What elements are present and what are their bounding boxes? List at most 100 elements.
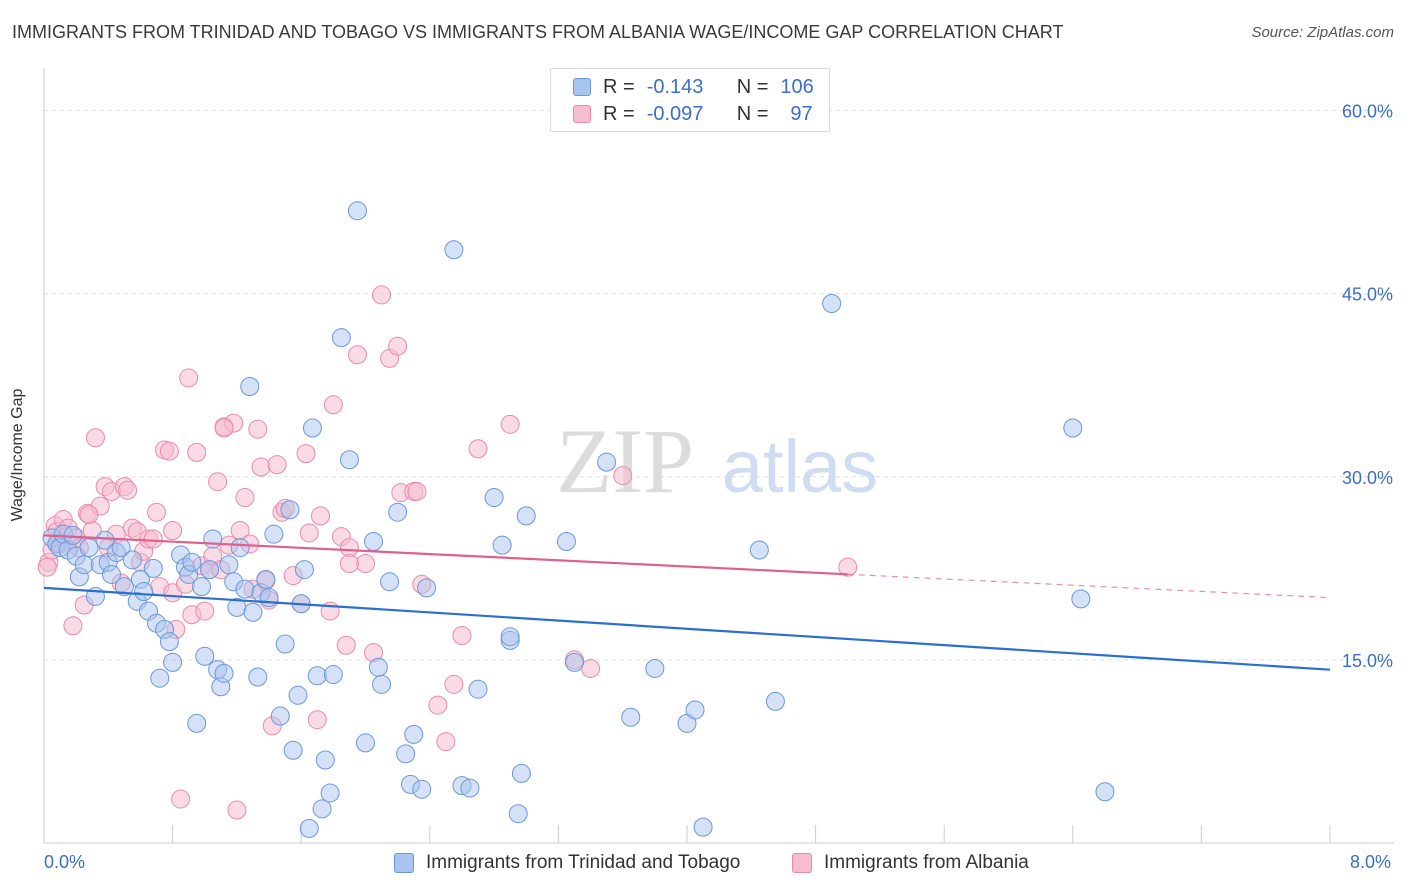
data-point-trinidad: [114, 577, 134, 597]
x-tick-label-max: 8.0%: [1350, 852, 1392, 872]
data-point-trinidad: [765, 691, 785, 711]
data-point-albania: [79, 505, 99, 525]
trend-line-albania-extension: [847, 573, 1331, 599]
data-point-trinidad: [150, 668, 170, 688]
data-point-trinidad: [645, 658, 665, 678]
legend-swatch-blue: [394, 853, 414, 873]
data-point-albania: [143, 529, 163, 549]
legend-n-value: 106: [780, 75, 814, 98]
data-point-trinidad: [102, 564, 122, 584]
data-point-trinidad: [214, 663, 234, 683]
data-point-trinidad: [307, 666, 327, 686]
data-point-trinidad: [556, 532, 576, 552]
legend-label-trinidad: Immigrants from Trinidad and Tobago: [426, 852, 741, 873]
data-point-trinidad: [1071, 589, 1091, 609]
data-point-albania: [296, 444, 316, 464]
data-point-trinidad: [200, 560, 220, 580]
y-tick-label: 30.0%: [1342, 468, 1393, 488]
data-point-trinidad: [564, 652, 584, 672]
data-point-albania: [159, 441, 179, 461]
data-point-trinidad: [248, 667, 268, 687]
data-point-trinidad: [500, 627, 520, 647]
data-point-trinidad: [192, 577, 212, 597]
data-point-albania: [452, 625, 472, 645]
data-point-trinidad: [511, 763, 531, 783]
data-point-albania: [339, 553, 359, 573]
data-point-trinidad: [356, 733, 375, 753]
watermark-atlas: atlas: [722, 425, 878, 508]
data-point-albania: [118, 480, 138, 500]
data-point-trinidad: [315, 750, 335, 770]
data-point-albania: [838, 557, 858, 577]
data-point-trinidad: [182, 552, 202, 572]
axes: [43, 68, 1394, 844]
data-point-albania: [208, 472, 228, 492]
data-point-trinidad: [404, 724, 424, 744]
series-albania-points: [37, 285, 858, 820]
data-point-trinidad: [79, 538, 99, 558]
correlation-legend: R = -0.143 N = 106 R = -0.097 N = 97: [550, 68, 830, 132]
data-point-trinidad: [1063, 418, 1083, 438]
data-point-trinidad: [264, 524, 284, 544]
data-point-albania: [468, 439, 488, 459]
data-point-albania: [85, 428, 105, 448]
data-point-albania: [336, 635, 356, 655]
data-point-albania: [235, 488, 255, 508]
data-point-trinidad: [235, 579, 255, 599]
legend-item-albania: Immigrants from Albania: [792, 852, 1029, 874]
data-point-trinidad: [219, 555, 239, 575]
data-point-albania: [251, 457, 271, 477]
data-point-trinidad: [597, 452, 617, 472]
data-point-trinidad: [320, 783, 340, 803]
data-point-albania: [356, 553, 375, 573]
legend-swatch-blue: [573, 78, 591, 96]
chart-title: IMMIGRANTS FROM TRINIDAD AND TOBAGO VS I…: [12, 22, 1064, 42]
legend-r-value: -0.097: [646, 102, 704, 125]
legend-label-albania: Immigrants from Albania: [824, 852, 1029, 873]
data-point-albania: [407, 481, 427, 501]
source-label: Source: ZipAtlas.com: [1251, 24, 1394, 41]
data-point-trinidad: [187, 713, 207, 733]
y-tick-label: 60.0%: [1342, 102, 1393, 122]
data-point-trinidad: [368, 657, 388, 677]
data-point-trinidad: [417, 578, 437, 598]
data-point-albania: [214, 418, 234, 438]
legend-n-label: N =: [736, 102, 769, 125]
data-point-trinidad: [163, 652, 183, 672]
data-point-albania: [323, 395, 343, 415]
data-point-trinidad: [299, 818, 319, 838]
legend-swatch-pink: [792, 853, 812, 873]
data-point-trinidad: [323, 665, 343, 685]
data-point-trinidad: [444, 240, 464, 260]
data-point-trinidad: [388, 502, 408, 522]
data-point-trinidad: [380, 572, 400, 592]
data-point-albania: [227, 800, 247, 820]
data-point-trinidad: [312, 799, 332, 819]
data-point-trinidad: [122, 550, 142, 570]
data-point-albania: [444, 674, 464, 694]
legend-row-albania: R = -0.097 N = 97: [573, 101, 813, 127]
legend-r-value: -0.143: [646, 75, 704, 98]
data-point-trinidad: [347, 201, 367, 221]
data-point-trinidad: [203, 529, 223, 549]
data-point-trinidad: [294, 560, 314, 580]
data-point-trinidad: [1095, 782, 1115, 802]
data-point-albania: [179, 368, 199, 388]
y-axis-label: Wage/Income Gap: [9, 388, 26, 522]
data-point-albania: [307, 710, 327, 730]
data-point-trinidad: [364, 532, 384, 552]
data-point-trinidad: [749, 540, 769, 560]
data-point-trinidad: [302, 418, 322, 438]
data-point-albania: [339, 538, 359, 558]
data-point-albania: [436, 732, 456, 752]
data-point-albania: [613, 466, 633, 486]
data-point-trinidad: [270, 706, 290, 726]
data-point-albania: [581, 658, 601, 678]
trend-line-albania: [43, 534, 848, 576]
data-point-trinidad: [275, 634, 295, 654]
data-point-trinidad: [280, 500, 300, 520]
legend-r-label: R =: [603, 102, 635, 125]
legend-item-trinidad: Immigrants from Trinidad and Tobago: [394, 852, 740, 874]
data-point-trinidad: [134, 582, 154, 602]
y-tick-label: 15.0%: [1342, 651, 1393, 671]
